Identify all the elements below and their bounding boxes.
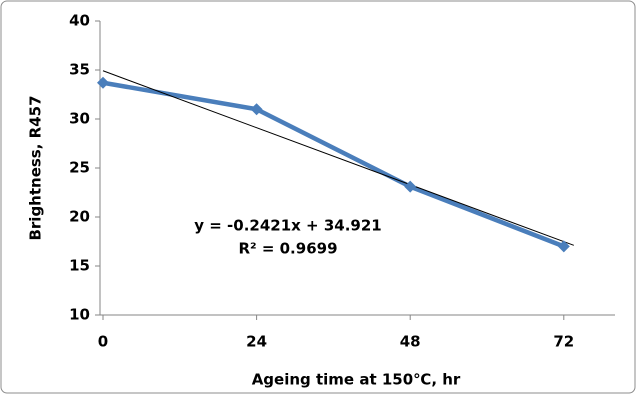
trendline-equation: y = -0.2421x + 34.921 xyxy=(194,217,381,235)
y-tick-label: 10 xyxy=(69,306,90,324)
y-tick-label: 30 xyxy=(69,110,90,128)
data-point xyxy=(97,76,109,89)
trendline-r2: R² = 0.9699 xyxy=(238,240,337,258)
y-tick-label: 15 xyxy=(69,257,90,275)
x-tick-label: 0 xyxy=(98,333,108,351)
data-point xyxy=(557,240,570,253)
series-line xyxy=(102,80,565,249)
y-axis-label: Brightness, R457 xyxy=(27,95,45,240)
y-tick-label: 25 xyxy=(69,159,90,177)
y-tick-label: 20 xyxy=(69,208,90,226)
data-point xyxy=(250,103,263,116)
x-axis-label: Ageing time at 150℃, hr xyxy=(252,371,461,389)
x-tick-label: 48 xyxy=(400,333,421,351)
y-tick-label: 40 xyxy=(69,12,90,30)
trendline xyxy=(102,70,574,246)
x-tick-label: 24 xyxy=(246,333,267,351)
data-point xyxy=(404,180,417,193)
y-tick-label: 35 xyxy=(69,61,90,79)
x-tick-label: 72 xyxy=(553,333,574,351)
